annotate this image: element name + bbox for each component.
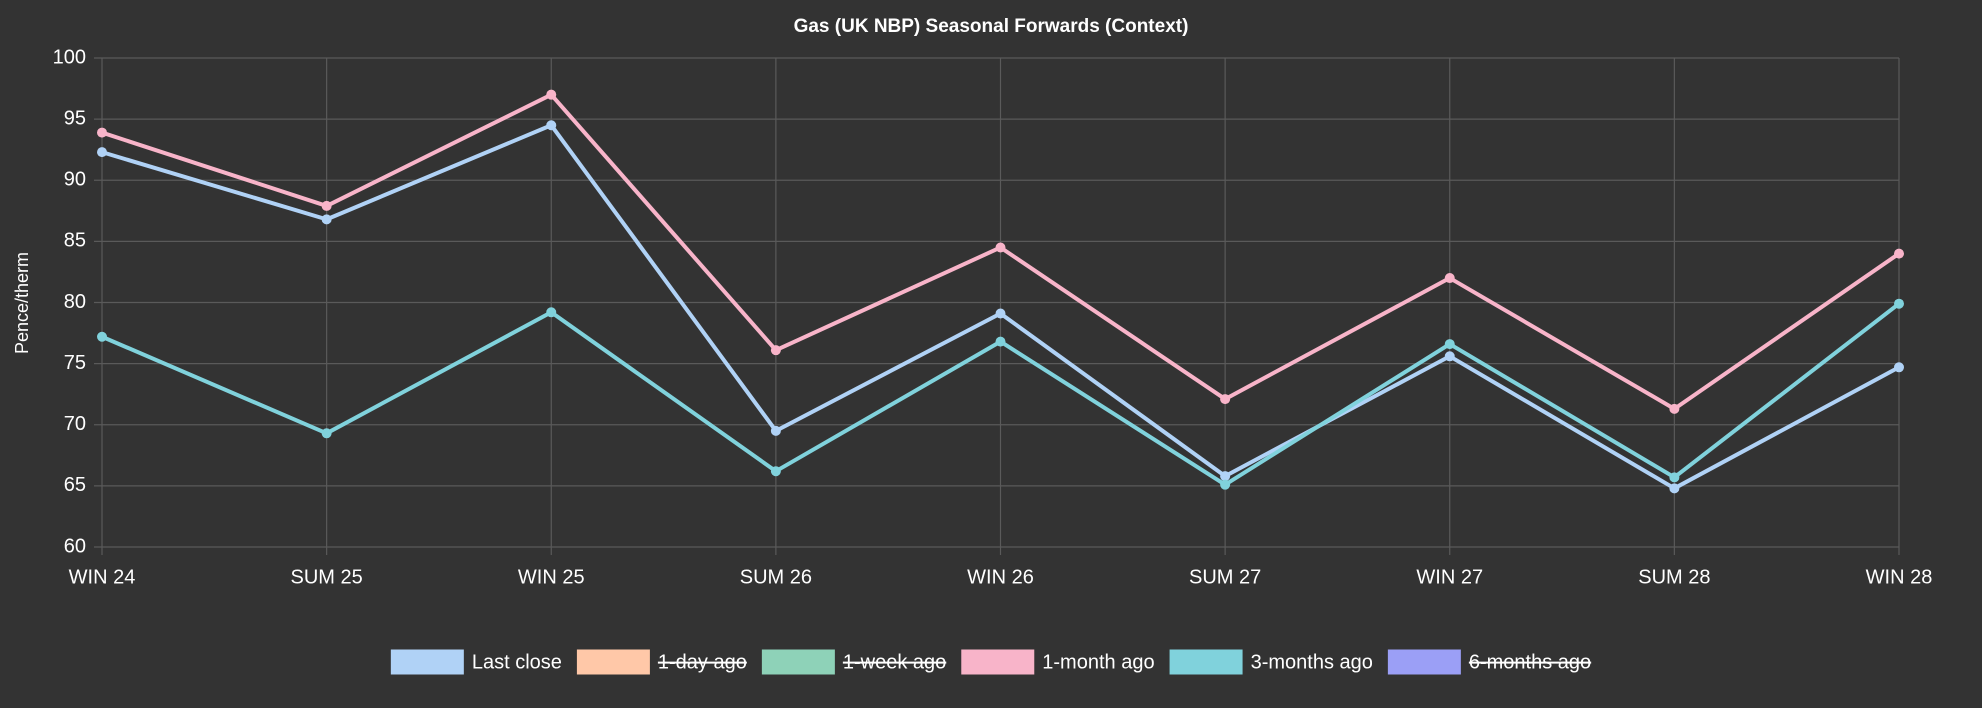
- data-point: [995, 242, 1006, 253]
- x-tick-label: SUM 25: [291, 566, 363, 588]
- legend-item: 3-months ago: [1169, 649, 1373, 675]
- legend-item: 1-day ago: [576, 649, 747, 675]
- x-tick-label: SUM 28: [1638, 566, 1710, 588]
- chart-title: Gas (UK NBP) Seasonal Forwards (Context): [794, 16, 1189, 37]
- data-point: [546, 307, 557, 318]
- data-point: [770, 425, 781, 436]
- data-point: [1220, 394, 1231, 405]
- data-point: [770, 345, 781, 356]
- legend-label: 3-months ago: [1251, 651, 1373, 673]
- legend-swatch: [1387, 649, 1461, 675]
- legend-swatch: [1169, 649, 1243, 675]
- y-tick-label: 65: [64, 474, 86, 496]
- legend-swatch: [761, 649, 835, 675]
- legend-swatch: [390, 649, 464, 675]
- data-point: [321, 214, 332, 225]
- data-point: [1669, 483, 1680, 494]
- legend: Last close 1-day ago 1-week ago 1-month ago…: [390, 649, 1591, 675]
- y-tick-label: 80: [64, 291, 86, 313]
- data-point: [770, 466, 781, 477]
- data-point: [546, 120, 557, 131]
- legend-swatch: [576, 649, 650, 675]
- data-point: [1444, 339, 1455, 350]
- data-point: [1220, 479, 1231, 490]
- data-point: [97, 331, 107, 342]
- x-tick-label: SUM 26: [740, 566, 812, 588]
- data-point: [1894, 298, 1904, 309]
- y-tick-label: 100: [53, 46, 86, 68]
- data-point: [97, 127, 107, 138]
- y-tick-label: 85: [64, 230, 86, 252]
- x-tick-label: SUM 27: [1189, 566, 1261, 588]
- data-point: [321, 200, 332, 211]
- x-tick-label: WIN 25: [518, 566, 585, 588]
- data-point: [995, 308, 1006, 319]
- x-tick-label: WIN 24: [69, 566, 136, 588]
- x-tick-label: WIN 27: [1416, 566, 1483, 588]
- y-tick-label: 70: [64, 413, 86, 435]
- x-tick-label: WIN 26: [967, 566, 1034, 588]
- x-tick-label: WIN 28: [1866, 566, 1933, 588]
- data-point: [1894, 248, 1904, 259]
- legend-label: Last close: [472, 651, 562, 673]
- legend-item: 6-months ago: [1387, 649, 1591, 675]
- legend-label: 1-day ago: [658, 651, 747, 673]
- data-point: [1444, 351, 1455, 362]
- data-point: [97, 147, 107, 158]
- data-point: [1669, 403, 1680, 414]
- y-tick-label: 95: [64, 107, 86, 129]
- legend-label: 1-month ago: [1042, 651, 1154, 673]
- data-point: [995, 336, 1006, 347]
- y-axis-title: Pence/therm: [12, 252, 32, 354]
- data-point: [321, 428, 332, 439]
- legend-swatch: [961, 649, 1035, 675]
- y-tick-label: 75: [64, 352, 86, 374]
- data-point: [1220, 471, 1231, 482]
- legend-label: 1-week ago: [843, 651, 946, 673]
- legend-item: Last close: [390, 649, 562, 675]
- legend-label: 6-months ago: [1469, 651, 1591, 673]
- legend-item: 1-month ago: [961, 649, 1155, 675]
- data-point: [1444, 273, 1455, 284]
- data-point: [1894, 362, 1904, 373]
- data-point: [1669, 472, 1680, 483]
- y-tick-label: 90: [64, 169, 86, 191]
- legend-item: 1-week ago: [761, 649, 946, 675]
- y-tick-label: 60: [64, 535, 86, 557]
- data-point: [546, 89, 557, 100]
